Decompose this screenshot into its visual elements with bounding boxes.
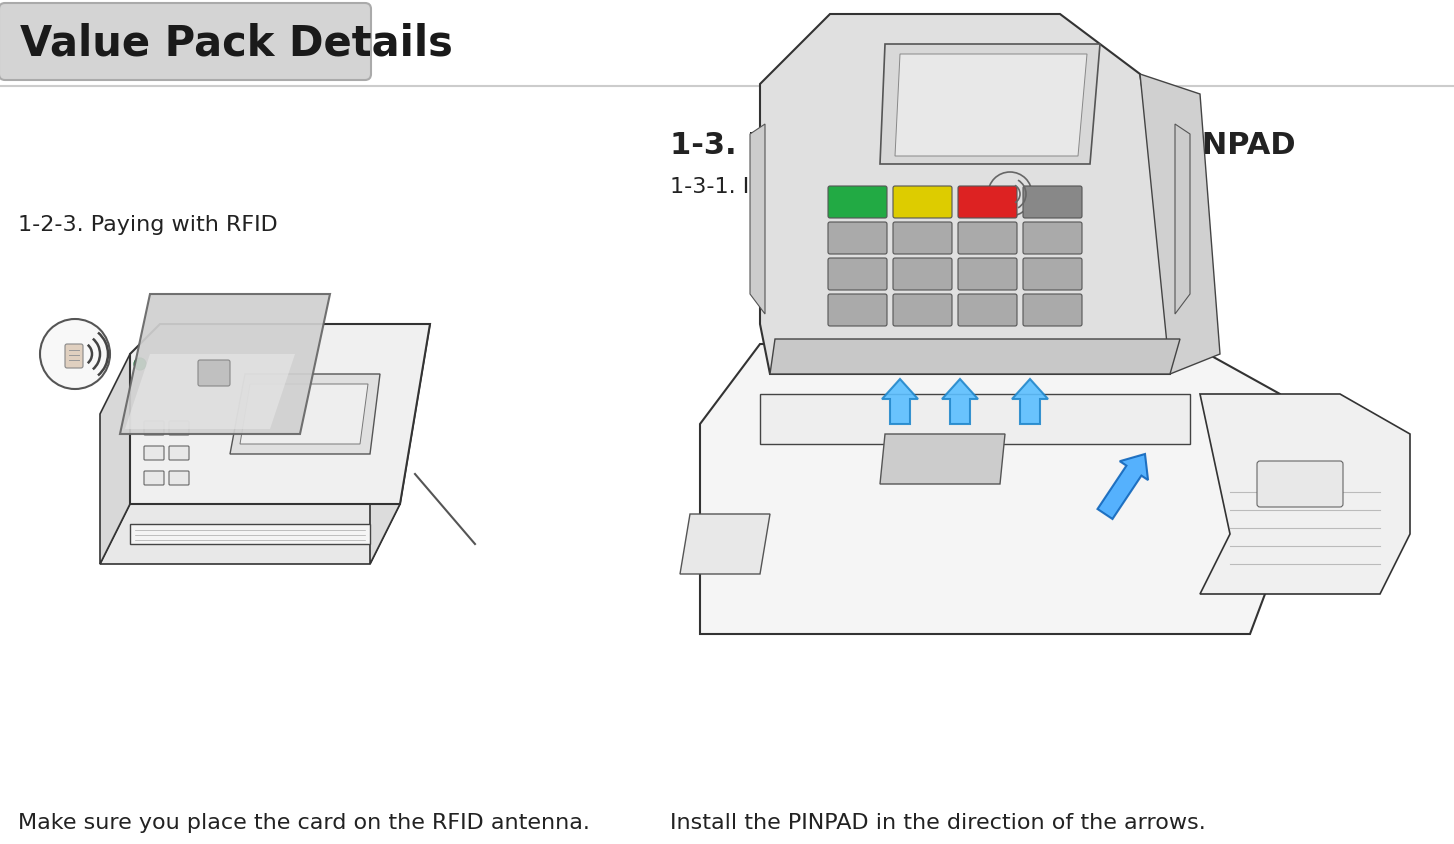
FancyBboxPatch shape (65, 344, 83, 369)
FancyBboxPatch shape (169, 446, 189, 461)
FancyBboxPatch shape (893, 187, 952, 219)
Polygon shape (100, 354, 129, 565)
FancyBboxPatch shape (827, 259, 887, 290)
Polygon shape (1140, 75, 1220, 375)
FancyArrow shape (1098, 454, 1149, 519)
Polygon shape (240, 385, 368, 445)
Polygon shape (880, 435, 1005, 484)
FancyBboxPatch shape (827, 223, 887, 255)
Polygon shape (750, 125, 765, 315)
Text: Value Pack Details: Value Pack Details (20, 22, 452, 64)
Polygon shape (896, 55, 1088, 157)
FancyBboxPatch shape (0, 4, 371, 81)
FancyBboxPatch shape (893, 223, 952, 255)
Polygon shape (771, 339, 1181, 375)
FancyBboxPatch shape (144, 446, 164, 461)
Polygon shape (121, 295, 330, 435)
FancyArrow shape (883, 380, 917, 425)
FancyBboxPatch shape (958, 259, 1016, 290)
Polygon shape (699, 344, 1280, 634)
FancyArrow shape (1012, 380, 1048, 425)
FancyBboxPatch shape (958, 223, 1016, 255)
Polygon shape (760, 394, 1189, 445)
FancyBboxPatch shape (169, 472, 189, 485)
FancyBboxPatch shape (1258, 462, 1343, 507)
Text: Make sure you place the card on the RFID antenna.: Make sure you place the card on the RFID… (17, 812, 590, 832)
FancyArrow shape (942, 380, 979, 425)
FancyBboxPatch shape (827, 187, 887, 219)
FancyBboxPatch shape (198, 360, 230, 387)
Circle shape (134, 359, 145, 371)
FancyBboxPatch shape (958, 295, 1016, 327)
FancyBboxPatch shape (144, 421, 164, 436)
Polygon shape (1175, 125, 1189, 315)
Polygon shape (230, 375, 379, 454)
Polygon shape (680, 514, 771, 574)
Text: Install the PINPAD in the direction of the arrows.: Install the PINPAD in the direction of t… (670, 812, 1205, 832)
Circle shape (41, 320, 111, 390)
Text: 1-3-1. Installing the PINPAD: 1-3-1. Installing the PINPAD (670, 176, 976, 197)
FancyBboxPatch shape (893, 295, 952, 327)
Polygon shape (129, 325, 430, 505)
FancyBboxPatch shape (169, 421, 189, 436)
Polygon shape (100, 505, 400, 565)
Polygon shape (129, 524, 369, 544)
Text: 1-3. Installing/Removing the PINPAD: 1-3. Installing/Removing the PINPAD (670, 130, 1296, 160)
Polygon shape (760, 15, 1181, 375)
Polygon shape (369, 325, 430, 565)
Polygon shape (880, 45, 1101, 165)
FancyBboxPatch shape (1024, 223, 1082, 255)
Polygon shape (1200, 394, 1410, 594)
Text: 1-2-3. Paying with RFID: 1-2-3. Paying with RFID (17, 214, 278, 235)
FancyBboxPatch shape (1024, 187, 1082, 219)
FancyBboxPatch shape (144, 472, 164, 485)
FancyBboxPatch shape (1024, 295, 1082, 327)
FancyBboxPatch shape (958, 187, 1016, 219)
FancyBboxPatch shape (893, 259, 952, 290)
FancyBboxPatch shape (827, 295, 887, 327)
FancyBboxPatch shape (1024, 259, 1082, 290)
Polygon shape (125, 354, 295, 430)
